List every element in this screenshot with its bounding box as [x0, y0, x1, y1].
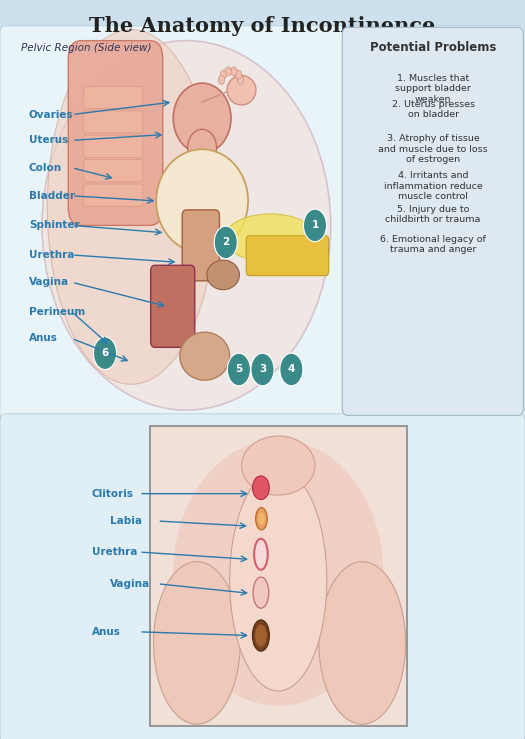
FancyBboxPatch shape [246, 236, 329, 276]
Ellipse shape [156, 149, 248, 253]
Ellipse shape [153, 562, 240, 724]
Circle shape [253, 476, 269, 500]
Ellipse shape [47, 30, 215, 384]
Text: 4: 4 [288, 364, 295, 375]
Ellipse shape [253, 620, 269, 651]
Circle shape [227, 353, 250, 386]
Text: 6: 6 [101, 348, 109, 358]
Text: 3: 3 [259, 364, 266, 375]
FancyBboxPatch shape [151, 265, 195, 347]
Ellipse shape [242, 436, 315, 495]
Ellipse shape [230, 469, 327, 691]
Text: Vagina: Vagina [110, 579, 150, 589]
FancyBboxPatch shape [182, 210, 219, 281]
Circle shape [280, 353, 303, 386]
Ellipse shape [227, 75, 256, 105]
Text: Colon: Colon [29, 163, 62, 173]
Text: The Anatomy of Incontinence: The Anatomy of Incontinence [89, 16, 436, 36]
Ellipse shape [207, 260, 239, 290]
Circle shape [93, 337, 117, 370]
FancyBboxPatch shape [0, 26, 525, 421]
Text: Clitoris: Clitoris [92, 488, 134, 499]
Ellipse shape [319, 562, 405, 724]
Text: Sphinter: Sphinter [29, 220, 79, 231]
Circle shape [237, 75, 244, 84]
Text: Pelvic Region (Side view): Pelvic Region (Side view) [21, 43, 152, 53]
FancyBboxPatch shape [83, 111, 143, 133]
FancyBboxPatch shape [0, 414, 525, 739]
Text: Urethra: Urethra [92, 547, 137, 557]
FancyBboxPatch shape [83, 160, 143, 182]
Text: Bladder: Bladder [29, 191, 75, 201]
Text: 2. Uterus presses
on bladder: 2. Uterus presses on bladder [392, 100, 475, 119]
Text: 5: 5 [235, 364, 243, 375]
Circle shape [218, 75, 225, 84]
FancyBboxPatch shape [68, 41, 163, 225]
Ellipse shape [225, 214, 316, 262]
Circle shape [236, 70, 242, 79]
FancyBboxPatch shape [83, 135, 143, 157]
Ellipse shape [42, 41, 331, 410]
Text: 1: 1 [311, 220, 319, 231]
FancyBboxPatch shape [342, 27, 523, 415]
Ellipse shape [253, 577, 269, 608]
Text: Anus: Anus [29, 333, 58, 344]
Circle shape [303, 209, 327, 242]
Text: 2: 2 [222, 237, 229, 248]
Circle shape [225, 67, 231, 76]
Text: 6. Emotional legacy of
trauma and anger: 6. Emotional legacy of trauma and anger [380, 235, 486, 254]
Text: Urethra: Urethra [29, 250, 74, 260]
Ellipse shape [258, 513, 265, 525]
Text: 5. Injury due to
childbirth or trauma: 5. Injury due to childbirth or trauma [385, 205, 481, 224]
Ellipse shape [173, 84, 231, 153]
Text: Ovaries: Ovaries [29, 109, 74, 120]
Text: Perineum: Perineum [29, 307, 85, 317]
Text: Vagina: Vagina [29, 277, 69, 287]
Ellipse shape [173, 440, 383, 706]
Text: Anus: Anus [92, 627, 121, 637]
Ellipse shape [254, 539, 268, 570]
Circle shape [251, 353, 274, 386]
Text: 4. Irritants and
inflammation reduce
muscle control: 4. Irritants and inflammation reduce mus… [384, 171, 482, 201]
Circle shape [220, 70, 226, 79]
Text: Potential Problems: Potential Problems [370, 41, 496, 54]
Text: 1. Muscles that
support bladder
weaken: 1. Muscles that support bladder weaken [395, 74, 471, 103]
Ellipse shape [255, 624, 267, 647]
Circle shape [214, 226, 237, 259]
Text: Labia: Labia [110, 516, 142, 526]
FancyBboxPatch shape [83, 184, 143, 206]
Ellipse shape [180, 332, 230, 380]
Ellipse shape [256, 508, 267, 530]
Text: 3. Atrophy of tissue
and muscle due to loss
of estrogen: 3. Atrophy of tissue and muscle due to l… [379, 134, 488, 164]
Circle shape [231, 67, 237, 76]
FancyBboxPatch shape [83, 86, 143, 109]
Ellipse shape [188, 129, 216, 166]
Text: Uterus: Uterus [29, 135, 68, 146]
Bar [150, 426, 407, 726]
